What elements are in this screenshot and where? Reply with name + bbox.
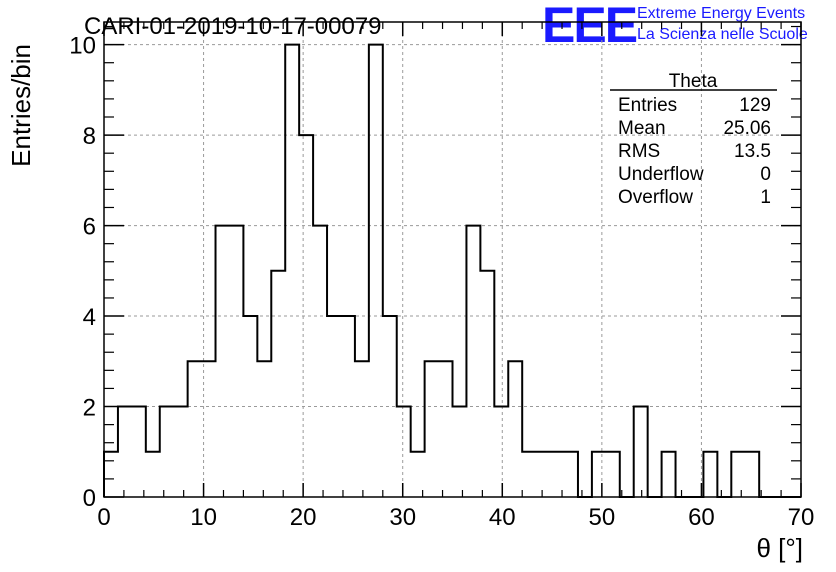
eee-logo: EEE Extreme Energy Events La Scienza nel… bbox=[542, 0, 808, 53]
x-tick-label: 0 bbox=[97, 504, 110, 531]
stats-title: Theta bbox=[669, 71, 718, 92]
y-tick-label: 8 bbox=[83, 123, 96, 150]
x-tick-label: 50 bbox=[589, 504, 616, 531]
x-tick-label: 60 bbox=[688, 504, 715, 531]
y-tick-label: 10 bbox=[69, 33, 96, 60]
stats-row-value: 25.06 bbox=[723, 118, 771, 139]
x-tick-label: 10 bbox=[190, 504, 217, 531]
stats-row-label: RMS bbox=[618, 141, 660, 162]
histogram-series-line bbox=[103, 43, 801, 498]
stats-row-label: Underflow bbox=[618, 164, 704, 185]
axis-ticks bbox=[103, 22, 802, 498]
stats-row-value: 13.5 bbox=[734, 141, 771, 162]
x-tick-labels: 0 10 20 30 40 50 60 70 bbox=[97, 504, 814, 531]
logo-line-1: Extreme Energy Events bbox=[637, 5, 805, 22]
stats-rows: Entries 129 Mean 25.06 RMS 13.5 Underflow 0 Over… bbox=[618, 95, 771, 208]
x-tick-label: 70 bbox=[788, 504, 815, 531]
stats-row-value: 129 bbox=[739, 95, 771, 116]
stats-row-value: 0 bbox=[760, 164, 771, 185]
stats-row-label: Overflow bbox=[618, 187, 693, 208]
y-tick-labels: 0 2 4 6 8 10 bbox=[69, 33, 96, 512]
plot-frame bbox=[103, 21, 802, 498]
logo-line-2: La Scienza nelle Scuole bbox=[637, 26, 808, 43]
y-tick-label: 2 bbox=[83, 395, 96, 422]
x-tick-label: 30 bbox=[389, 504, 416, 531]
stats-row-label: Mean bbox=[618, 118, 666, 139]
y-tick-label: 6 bbox=[83, 214, 96, 241]
y-axis-label: Entries/bin bbox=[6, 44, 36, 167]
y-tick-label: 0 bbox=[83, 485, 96, 512]
chart-title: CARI-01-2019-10-17-00079 bbox=[84, 13, 382, 40]
x-tick-label: 20 bbox=[290, 504, 317, 531]
x-tick-label: 40 bbox=[489, 504, 516, 531]
stats-row-label: Entries bbox=[618, 95, 677, 116]
stats-box: Theta Entries 129 Mean 25.06 RMS 13.5 Underflo… bbox=[610, 71, 777, 208]
stats-row-value: 1 bbox=[760, 187, 771, 208]
x-axis-label: θ [°] bbox=[756, 533, 803, 563]
y-tick-label: 4 bbox=[83, 304, 96, 331]
grid-lines bbox=[104, 22, 801, 497]
